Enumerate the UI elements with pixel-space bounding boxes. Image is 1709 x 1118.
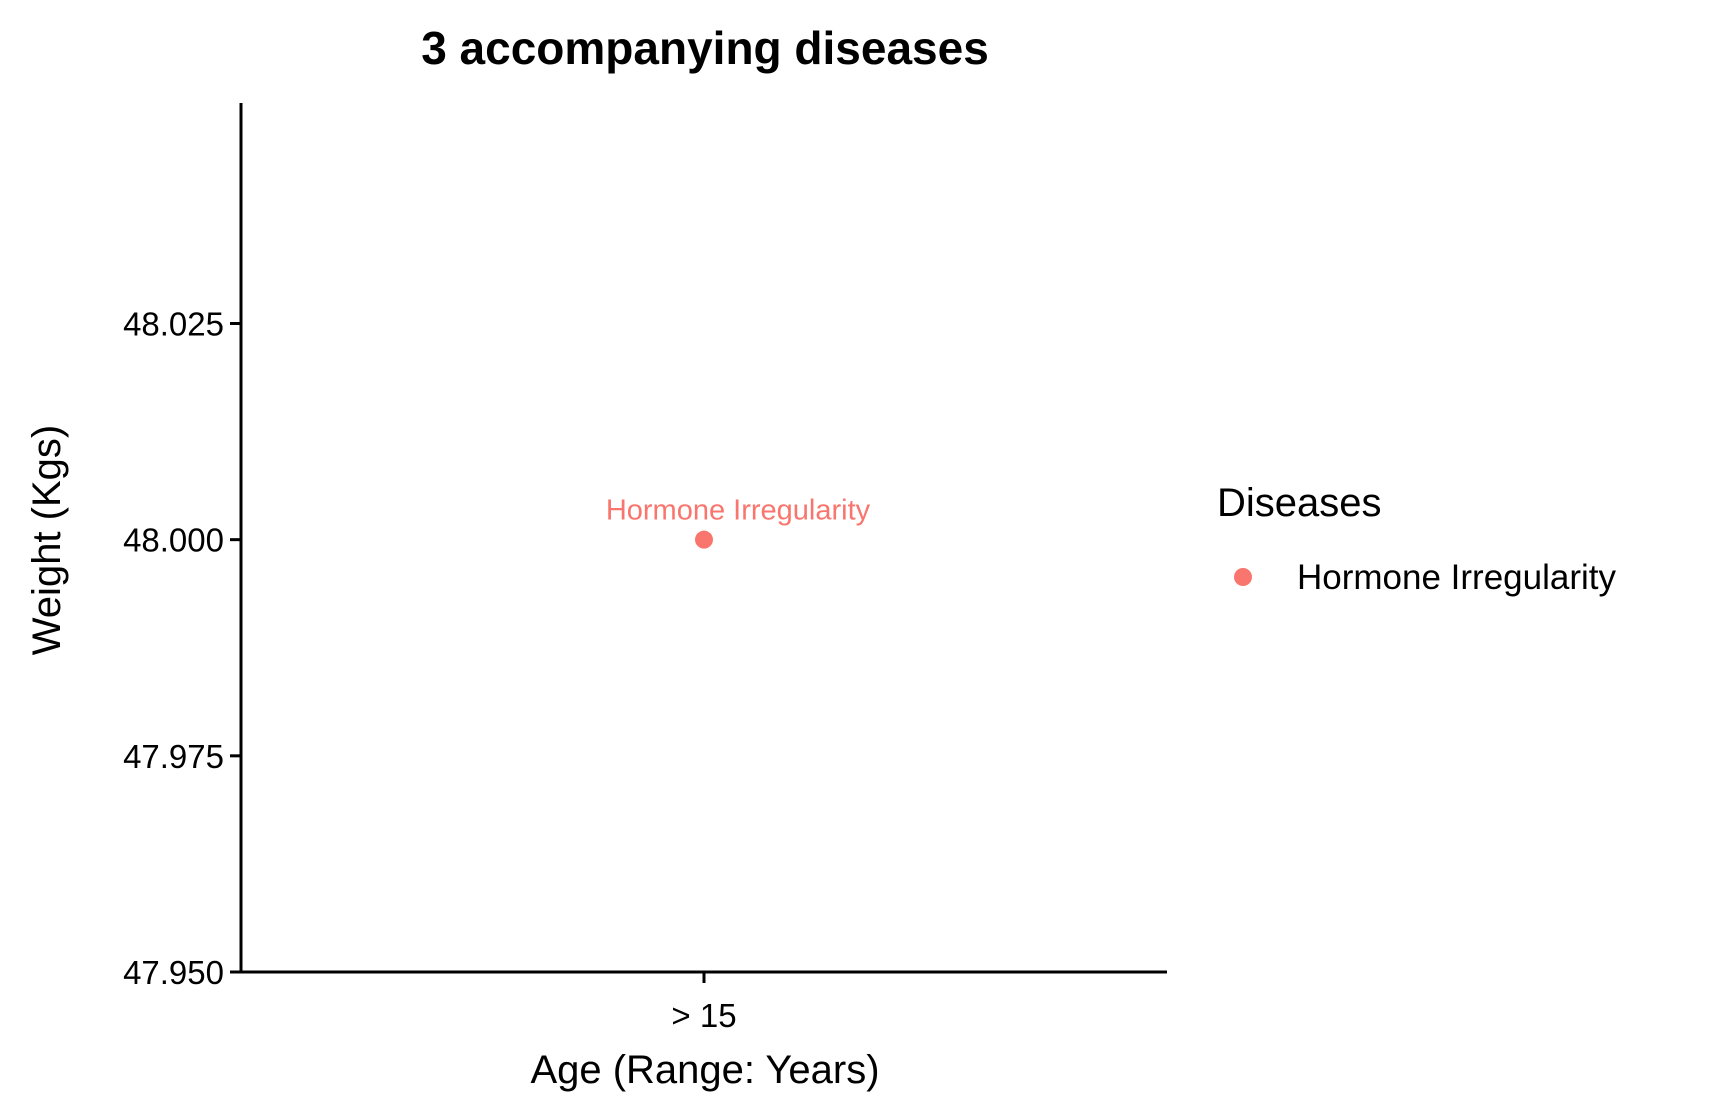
legend-title: Diseases bbox=[1217, 481, 1382, 525]
legend-key bbox=[1234, 568, 1252, 586]
y-tick-label: 48.025 bbox=[123, 305, 224, 342]
legend-entries: Hormone Irregularity bbox=[1234, 558, 1616, 597]
x-tick-label: > 15 bbox=[671, 997, 736, 1034]
chart-title: 3 accompanying diseases bbox=[421, 22, 989, 74]
y-tick-label: 48.000 bbox=[123, 522, 224, 559]
legend-label: Hormone Irregularity bbox=[1297, 558, 1616, 597]
data-points: Hormone Irregularity bbox=[606, 495, 871, 549]
y-axis-title: Weight (Kgs) bbox=[25, 425, 69, 655]
data-point-label: Hormone Irregularity bbox=[606, 495, 871, 527]
legend: Diseases Hormone Irregularity bbox=[1217, 481, 1616, 597]
y-axis-ticks: 47.950 47.975 48.000 48.025 bbox=[123, 305, 241, 991]
x-axis-title: Age (Range: Years) bbox=[530, 1048, 879, 1092]
x-axis-ticks: > 15 bbox=[671, 972, 737, 1034]
y-tick-label: 47.975 bbox=[123, 738, 224, 775]
y-tick-label: 47.950 bbox=[123, 954, 224, 991]
data-point bbox=[695, 530, 713, 549]
